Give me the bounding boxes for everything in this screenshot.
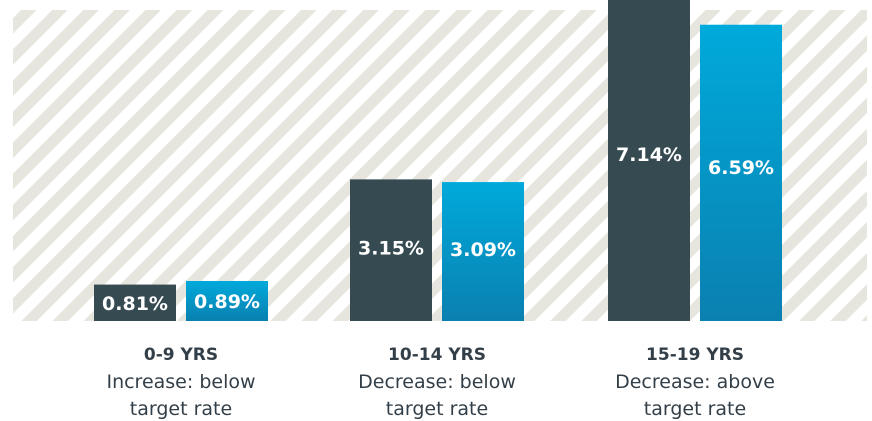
category-desc-1-0: Decrease: below (358, 371, 516, 393)
bar-blue-0 (186, 280, 268, 321)
bar-dark-2 (608, 0, 690, 321)
bar-blue-1 (442, 182, 524, 321)
category-desc-0-0: Increase: below (106, 371, 255, 393)
category-desc-2-1: target rate (644, 398, 746, 420)
value-label-0-2: 7.14% (616, 144, 682, 166)
value-label-1-2: 6.59% (708, 157, 774, 179)
value-label-1-0: 0.89% (194, 291, 260, 313)
value-label-1-1: 3.09% (450, 239, 516, 261)
value-labels-group: 0.81% 0.89% 3.15% 3.09% 7.14% 6.59% (102, 144, 774, 315)
category-title-0: 0-9 YRS (144, 345, 218, 365)
category-title-1: 10-14 YRS (388, 345, 486, 365)
bars-group (94, 0, 782, 321)
bar-blue-2 (700, 24, 782, 321)
category-desc-0-1: target rate (130, 398, 232, 420)
category-labels-group: 0-9 YRS Increase: below target rate 10-14 Y… (106, 345, 774, 420)
bar-dark-1 (350, 179, 432, 321)
bar-dark-0 (94, 284, 176, 321)
value-label-0-0: 0.81% (102, 293, 168, 315)
category-title-2: 15-19 YRS (646, 345, 744, 365)
category-desc-1-1: target rate (386, 398, 488, 420)
category-desc-2-0: Decrease: above (615, 371, 775, 393)
value-label-0-1: 3.15% (358, 237, 424, 259)
